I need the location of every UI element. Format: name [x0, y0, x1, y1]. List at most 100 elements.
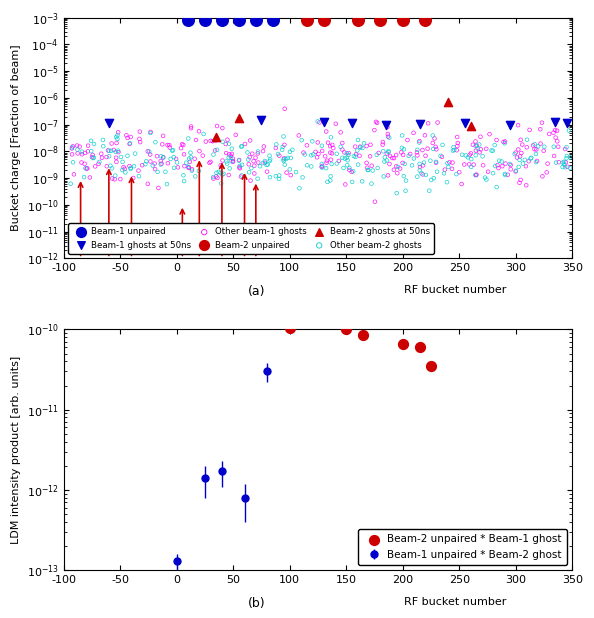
Point: [327, 148, 337, 158]
Point: [225, 164, 235, 174]
Point: [148, 161, 157, 171]
Point: [112, 132, 121, 142]
Point: [342, 148, 352, 158]
Point: [73, 148, 83, 158]
Point: [297, 135, 307, 145]
Point: [326, 148, 335, 158]
Point: [491, 161, 500, 171]
Point: [206, 157, 215, 167]
Point: [372, 118, 382, 128]
Point: [358, 143, 367, 153]
Point: [90, 161, 100, 171]
Point: [383, 122, 392, 132]
Point: [340, 148, 349, 158]
Point: [551, 133, 560, 143]
Point: [465, 150, 475, 159]
Point: [340, 179, 350, 189]
Point: [223, 135, 232, 145]
Point: [383, 171, 393, 180]
Point: [466, 148, 476, 158]
Point: [194, 166, 204, 176]
Point: [322, 156, 331, 166]
Point: [340, 154, 350, 164]
Point: [226, 153, 236, 163]
Point: [431, 157, 441, 167]
Point: [453, 132, 462, 142]
Point: [500, 137, 510, 146]
Point: [539, 142, 549, 151]
Point: [382, 148, 391, 158]
Point: [460, 159, 469, 169]
Point: [525, 125, 535, 135]
Point: [98, 135, 108, 145]
Point: [413, 172, 422, 182]
Point: [398, 15, 407, 25]
Beam-2 unpaired * Beam-1 ghost: [359, 330, 368, 340]
Point: [68, 158, 78, 167]
Point: [234, 15, 244, 25]
Point: [77, 158, 86, 167]
Point: [152, 151, 162, 161]
Point: [263, 167, 272, 177]
Point: [399, 150, 408, 160]
Point: [248, 149, 257, 159]
Point: [178, 140, 188, 150]
Point: [253, 174, 263, 184]
Point: [184, 15, 193, 25]
Point: [317, 141, 327, 151]
Point: [249, 169, 259, 179]
Y-axis label: LDM intensity product [arb. units]: LDM intensity product [arb. units]: [11, 356, 21, 544]
Point: [470, 170, 480, 180]
Point: [94, 157, 104, 167]
Point: [179, 150, 189, 159]
Point: [211, 168, 221, 178]
Point: [514, 145, 523, 154]
Point: [285, 164, 295, 174]
Point: [222, 156, 231, 166]
Point: [326, 176, 335, 185]
Point: [108, 174, 117, 184]
Point: [438, 140, 447, 150]
Point: [565, 153, 575, 163]
Point: [113, 134, 122, 144]
Point: [551, 117, 560, 127]
Point: [554, 157, 564, 167]
Point: [283, 153, 292, 163]
Point: [536, 124, 545, 134]
Point: [532, 145, 541, 154]
Point: [122, 130, 131, 140]
Point: [258, 146, 268, 156]
Point: [317, 146, 327, 156]
Point: [511, 148, 520, 158]
Point: [190, 154, 200, 164]
Point: [143, 146, 153, 156]
Point: [217, 123, 227, 133]
Point: [150, 159, 159, 169]
Point: [344, 148, 353, 158]
Point: [463, 153, 473, 163]
Point: [218, 156, 228, 166]
Point: [332, 149, 342, 159]
Point: [166, 154, 175, 164]
Point: [249, 161, 259, 171]
Point: [125, 161, 134, 171]
Point: [386, 151, 395, 161]
Point: [274, 174, 284, 184]
Point: [370, 197, 380, 206]
Point: [448, 142, 458, 152]
Point: [428, 138, 438, 148]
Point: [235, 155, 244, 165]
Point: [308, 150, 318, 159]
Point: [126, 163, 135, 173]
Point: [286, 170, 295, 180]
Point: [247, 163, 256, 173]
Point: [277, 145, 287, 154]
Point: [253, 146, 263, 156]
Point: [135, 134, 144, 144]
Point: [440, 164, 450, 174]
Point: [99, 142, 108, 151]
Point: [118, 157, 127, 167]
Point: [160, 167, 170, 177]
Point: [484, 167, 493, 177]
Point: [240, 139, 249, 149]
